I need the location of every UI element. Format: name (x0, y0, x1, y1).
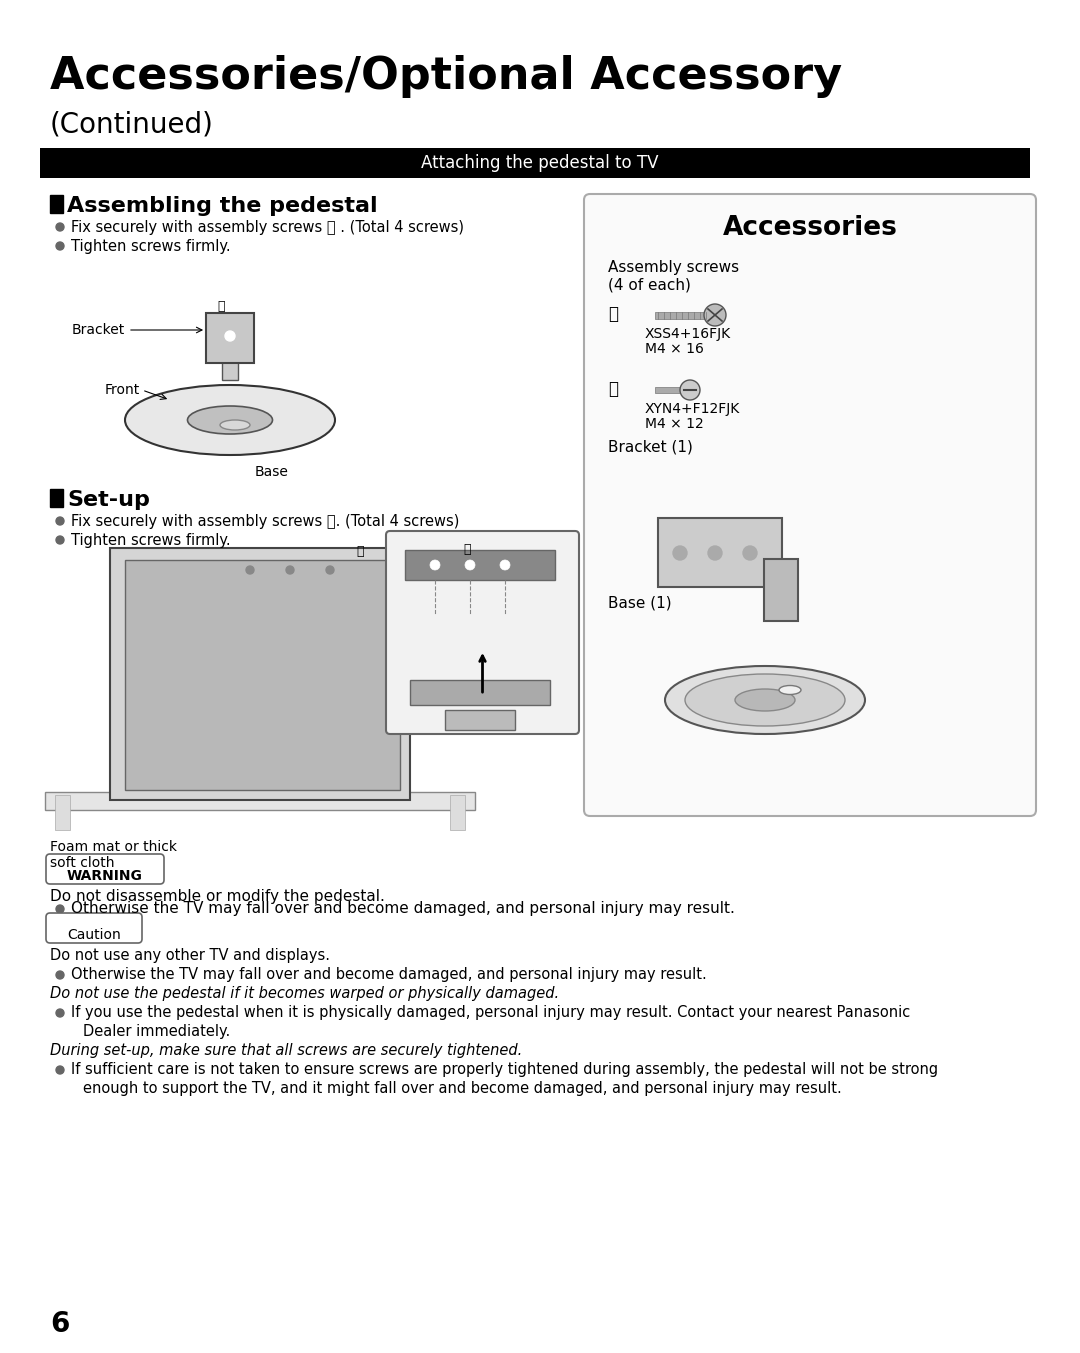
Circle shape (743, 547, 757, 560)
Circle shape (246, 566, 254, 574)
Circle shape (708, 547, 723, 560)
Text: Ⓑ: Ⓑ (608, 380, 618, 398)
Text: Otherwise the TV may fall over and become damaged, and personal injury may resul: Otherwise the TV may fall over and becom… (71, 967, 706, 982)
Text: Ⓐ: Ⓐ (608, 304, 618, 323)
Circle shape (286, 566, 294, 574)
Text: WARNING: WARNING (67, 869, 143, 884)
Text: Accessories/Optional Accessory: Accessories/Optional Accessory (50, 55, 842, 97)
Text: Tighten screws firmly.: Tighten screws firmly. (71, 533, 231, 548)
Text: Do not disassemble or modify the pedestal.: Do not disassemble or modify the pedesta… (50, 889, 384, 904)
Circle shape (56, 242, 64, 250)
Text: If you use the pedestal when it is physically damaged, personal injury may resul: If you use the pedestal when it is physi… (71, 1005, 910, 1020)
Text: Do not use the pedestal if it becomes warped or physically damaged.: Do not use the pedestal if it becomes wa… (50, 986, 559, 1001)
FancyBboxPatch shape (46, 913, 141, 943)
Bar (50, 195, 63, 212)
Ellipse shape (220, 419, 249, 430)
Circle shape (704, 304, 726, 326)
Ellipse shape (125, 386, 335, 455)
Text: (Continued): (Continued) (50, 110, 214, 138)
Polygon shape (125, 560, 400, 790)
Ellipse shape (779, 686, 801, 694)
FancyBboxPatch shape (584, 193, 1036, 816)
Bar (410, 681, 550, 705)
Text: Base: Base (255, 465, 288, 479)
Text: Tighten screws firmly.: Tighten screws firmly. (71, 239, 231, 254)
Ellipse shape (665, 666, 865, 733)
Text: Caution: Caution (67, 928, 121, 942)
Text: Set-up: Set-up (67, 490, 150, 510)
Text: Ⓑ: Ⓑ (356, 545, 364, 557)
Circle shape (326, 566, 334, 574)
Text: (4 of each): (4 of each) (608, 277, 691, 294)
Circle shape (680, 380, 700, 400)
Bar (450, 796, 465, 829)
Bar (45, 792, 475, 810)
Text: Bracket: Bracket (71, 323, 125, 337)
Ellipse shape (188, 406, 272, 434)
Circle shape (673, 547, 687, 560)
Text: Assembling the pedestal: Assembling the pedestal (67, 196, 378, 216)
Circle shape (56, 971, 64, 980)
Text: Accessories: Accessories (723, 215, 897, 241)
Text: If sufficient care is not taken to ensure screws are properly tightened during a: If sufficient care is not taken to ensur… (71, 1062, 939, 1077)
Bar (40, 147, 1030, 179)
Text: Fix securely with assembly screws Ⓐ . (Total 4 screws): Fix securely with assembly screws Ⓐ . (T… (71, 221, 464, 235)
Text: Fix securely with assembly screws Ⓑ. (Total 4 screws): Fix securely with assembly screws Ⓑ. (To… (71, 514, 459, 529)
Ellipse shape (685, 674, 845, 727)
Text: Attaching the pedestal to TV: Attaching the pedestal to TV (421, 154, 659, 172)
FancyBboxPatch shape (764, 559, 798, 621)
Circle shape (56, 1009, 64, 1017)
Bar (654, 313, 710, 319)
Polygon shape (110, 548, 410, 800)
Bar (445, 710, 515, 731)
FancyBboxPatch shape (658, 518, 782, 587)
Text: Assembly screws: Assembly screws (608, 260, 739, 275)
Circle shape (56, 517, 64, 525)
Text: XSS4+16FJK: XSS4+16FJK (645, 327, 731, 341)
Text: Front: Front (105, 383, 140, 396)
Ellipse shape (735, 689, 795, 710)
Text: Bracket (1): Bracket (1) (608, 440, 693, 455)
Text: Do not use any other TV and displays.: Do not use any other TV and displays. (50, 948, 330, 963)
Text: Dealer immediately.: Dealer immediately. (83, 1024, 230, 1039)
Text: During set-up, make sure that all screws are securely tightened.: During set-up, make sure that all screws… (50, 1043, 523, 1058)
Bar (50, 488, 63, 507)
Text: M4 × 12: M4 × 12 (645, 417, 704, 432)
Bar (206, 313, 254, 363)
Text: XYN4+F12FJK: XYN4+F12FJK (645, 402, 740, 415)
Text: Base (1): Base (1) (608, 595, 672, 610)
Text: 6: 6 (50, 1310, 69, 1338)
Circle shape (225, 331, 235, 341)
Text: M4 × 16: M4 × 16 (645, 342, 704, 356)
Circle shape (430, 560, 440, 570)
Bar (222, 354, 238, 380)
Circle shape (465, 560, 475, 570)
FancyBboxPatch shape (46, 854, 164, 884)
Text: Ⓑ: Ⓑ (463, 543, 471, 556)
Text: Otherwise the TV may fall over and become damaged, and personal injury may resul: Otherwise the TV may fall over and becom… (71, 901, 734, 916)
Circle shape (56, 223, 64, 231)
Bar (55, 796, 70, 829)
Text: Foam mat or thick
soft cloth: Foam mat or thick soft cloth (50, 840, 177, 870)
FancyBboxPatch shape (386, 530, 579, 733)
Bar (405, 551, 555, 580)
Text: enough to support the TV, and it might fall over and become damaged, and persona: enough to support the TV, and it might f… (83, 1081, 841, 1096)
Circle shape (56, 1066, 64, 1074)
Text: Ⓐ: Ⓐ (217, 300, 225, 313)
Circle shape (56, 536, 64, 544)
Bar (654, 387, 685, 392)
Circle shape (500, 560, 510, 570)
Circle shape (56, 905, 64, 913)
